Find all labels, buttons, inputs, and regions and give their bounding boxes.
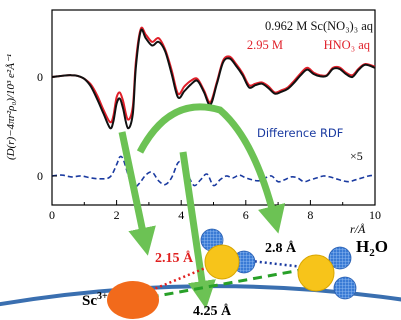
legend-hno3-conc: 2.95 M <box>247 38 283 52</box>
sc-ion-charge: 3+ <box>97 291 108 302</box>
y-axis-label: (D(r)−4πr²ρ₀)/10³ e²Å⁻¹ <box>5 54 17 160</box>
water2-hydrogen-bottom-icon <box>333 276 357 300</box>
x-tick-label: 2 <box>114 208 120 222</box>
distance-label-2-15: 2.15 Å <box>155 250 194 266</box>
sc-ion-sphere <box>107 281 159 319</box>
water-formula-o: O <box>375 237 388 256</box>
x-tick-label: 8 <box>307 208 313 222</box>
distance-label-4-25: 4.25 Å <box>193 303 232 319</box>
water-formula-sub: 2 <box>369 247 375 259</box>
x-axis-label: r/Å <box>350 222 366 236</box>
arrow-first-peak <box>118 131 156 256</box>
water-formula-label: H2O <box>356 237 388 259</box>
water-formula-h: H <box>356 237 369 256</box>
y-tick-label: 0 <box>37 169 43 183</box>
difference-scale-label: ×5 <box>350 149 363 163</box>
series-line-2 <box>51 155 376 189</box>
water1-oxygen-icon <box>204 244 240 280</box>
water2-oxygen-icon <box>297 254 335 292</box>
x-tick-label: 10 <box>369 208 381 222</box>
series-line-0 <box>51 28 376 130</box>
legend-sc-label: 0.962 M Sc(NO₃)₃ aq <box>265 19 374 33</box>
difference-rdf-label: Difference RDF <box>257 126 343 140</box>
distance-label-2-8: 2.8 Å <box>265 240 297 256</box>
x-axis: 0 2 4 6 8 10 <box>49 200 381 222</box>
legend-hno3-label: HNO₃ aq <box>324 38 371 52</box>
arrow-third-peak <box>179 151 216 309</box>
x-tick-label: 6 <box>243 208 249 222</box>
x-tick-label: 4 <box>178 208 184 222</box>
y-tick-label: 0 <box>37 70 43 84</box>
arrow-second-peak <box>136 103 286 234</box>
x-tick-label: 0 <box>49 208 55 222</box>
sc-ion-symbol: Sc <box>82 293 97 309</box>
y-axis: 00 <box>37 70 57 183</box>
series-layer <box>51 26 376 189</box>
sc-ion-label: Sc3+ <box>82 291 108 309</box>
water2-hydrogen-top-icon <box>328 246 352 270</box>
